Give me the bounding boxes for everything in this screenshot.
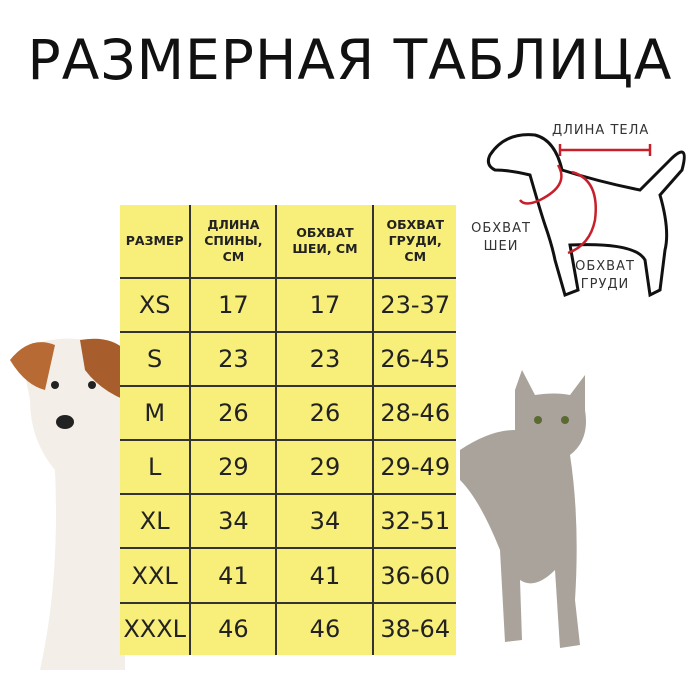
cell-neck-girth: 29	[275, 440, 374, 496]
cell-chest-girth: 36-60	[372, 548, 456, 604]
header-chest-girth: ОБХВАТ ГРУДИ, СМ	[372, 205, 456, 279]
cell-chest-girth: 29-49	[372, 440, 456, 496]
cell-size: XXXL	[123, 615, 187, 644]
cell-size: M	[120, 386, 191, 442]
cat-photo	[460, 370, 586, 648]
cell-neck-girth: 23	[275, 332, 374, 388]
cell-chest-girth: 38-64	[372, 602, 456, 655]
cell-back-length: 26	[189, 386, 277, 442]
table-row: M 26 26 28-46	[120, 386, 456, 442]
header-back-length: ДЛИНА СПИНЫ, СМ	[189, 205, 277, 279]
table-header-row: РАЗМЕР ДЛИНА СПИНЫ, СМ ОБХВАТ ШЕИ, СМ ОБ…	[120, 205, 456, 279]
table-row: XS 17 17 23-37	[120, 278, 456, 334]
cell-back-length: 23	[189, 332, 277, 388]
cell-neck-girth: 26	[275, 386, 374, 442]
page-title: РАЗМЕРНАЯ ТАБЛИЦА	[27, 28, 673, 92]
cell-neck-girth: 41	[275, 548, 374, 604]
cell-size: XXL	[120, 548, 191, 604]
table-row: L 29 29 29-49	[120, 440, 456, 496]
dog-measurement-diagram: ДЛИНА ТЕЛА ОБХВАТ ШЕИ ОБХВАТ ГРУДИ	[460, 110, 700, 320]
cell-neck-girth: 46	[275, 602, 374, 655]
cell-chest-girth: 26-45	[372, 332, 456, 388]
label-neck-girth: ОБХВАТ ШЕИ	[471, 221, 531, 254]
cell-chest-girth: 23-37	[372, 278, 456, 334]
cell-back-length: 29	[189, 440, 277, 496]
cell-size: L	[120, 440, 191, 496]
cell-back-length: 41	[189, 548, 277, 604]
cell-size: XL	[120, 494, 191, 550]
table-row: XXL 41 41 36-60	[120, 548, 456, 604]
cell-size: XS	[120, 278, 191, 334]
label-chest-girth: ОБХВАТ ГРУДИ	[575, 259, 635, 292]
cell-neck-girth: 17	[275, 278, 374, 334]
header-neck-girth: ОБХВАТ ШЕИ, СМ	[275, 205, 374, 279]
cell-neck-girth: 34	[275, 494, 374, 550]
dog-photo	[10, 338, 125, 670]
cell-back-length: 46	[189, 602, 277, 655]
table-row: S 23 23 26-45	[120, 332, 456, 388]
cell-size: S	[120, 332, 191, 388]
cell-chest-girth: 32-51	[372, 494, 456, 550]
cell-chest-girth: 28-46	[372, 386, 456, 442]
table-row: XXXL 46 46 38-64	[120, 602, 456, 655]
dog-outline-icon	[486, 133, 686, 298]
label-body-length: ДЛИНА ТЕЛА	[552, 123, 650, 138]
cell-back-length: 34	[189, 494, 277, 550]
size-table: РАЗМЕР ДЛИНА СПИНЫ, СМ ОБХВАТ ШЕИ, СМ ОБ…	[120, 205, 456, 655]
cell-back-length: 17	[189, 278, 277, 334]
header-size: РАЗМЕР	[120, 205, 191, 279]
table-row: XL 34 34 32-51	[120, 494, 456, 550]
